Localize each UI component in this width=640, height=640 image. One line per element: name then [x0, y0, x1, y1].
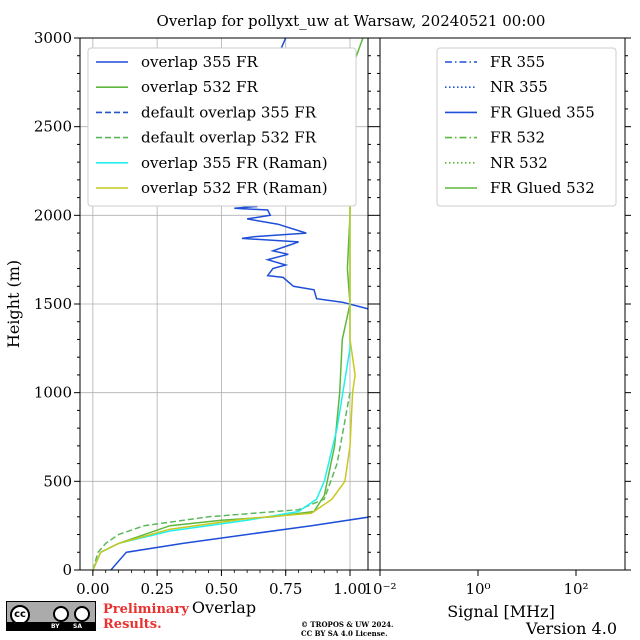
x-tick-label: 0.25 — [140, 580, 173, 598]
y-tick-label: 3000 — [34, 29, 72, 47]
x-tick-label: 10⁰ — [465, 580, 490, 598]
cc-by-label: BY — [51, 623, 60, 630]
x-axis-label-overlap: Overlap — [192, 598, 256, 617]
legend-label: overlap 355 FR — [141, 53, 258, 71]
legend-label: default overlap 532 FR — [141, 129, 317, 147]
legend-label: overlap 532 FR — [141, 78, 258, 96]
legend-label: NR 532 — [490, 154, 548, 172]
overlap-panel: 0 500 1000 1500 2000 2500 3000 0.00 0.25 0.50 0.75… — [34, 29, 374, 598]
cc-sa-label: SA — [73, 623, 82, 630]
y-tick-label: 1500 — [34, 295, 72, 313]
chart-title: Overlap for pollyxt_uw at Warsaw, 202405… — [157, 12, 546, 30]
series-line-0-5 — [92, 197, 356, 570]
x-tick-label: 0.50 — [205, 580, 238, 598]
legend-label: FR 355 — [490, 53, 545, 71]
signal-panel: 10⁻² 10⁰ 10² FR 355 NR 355 FR Glued 355 FR 532… — [363, 37, 631, 598]
x-tick-label: 10⁻² — [363, 580, 396, 598]
legend-label: overlap 532 FR (Raman) — [141, 179, 328, 197]
legend-label: overlap 355 FR (Raman) — [141, 154, 328, 172]
copyright-line-1: © TROPOS & UW 2024. — [301, 620, 394, 629]
x-tick-label: 10² — [563, 580, 588, 598]
preliminary-line-2: Results. — [103, 617, 162, 632]
legend-label: default overlap 355 FR — [141, 103, 317, 121]
copyright-note: © TROPOS & UW 2024. CC BY SA 4.0 License… — [301, 620, 394, 638]
copyright-line-2: CC BY SA 4.0 License. — [301, 629, 388, 638]
y-axis-label: Height (m) — [4, 260, 23, 348]
y-tick-label: 1000 — [34, 384, 72, 402]
preliminary-note: Preliminary Results. — [103, 602, 189, 632]
legend-label: FR Glued 355 — [490, 103, 595, 121]
legend-label: NR 355 — [490, 78, 548, 96]
y-tick-label: 0 — [62, 561, 72, 579]
legend-box — [436, 47, 617, 207]
x-tick-label: 0.75 — [269, 580, 302, 598]
legend-label: FR 532 — [490, 129, 545, 147]
legend-box — [87, 47, 357, 207]
cc-license-logo: cc BY SA — [6, 601, 96, 631]
share-alike-icon — [74, 606, 90, 622]
version-label: Version 4.0 — [526, 619, 617, 638]
attribution-icon — [53, 606, 69, 622]
cc-band — [7, 622, 95, 630]
y-tick-label: 2500 — [34, 118, 72, 136]
series-line-0-3 — [92, 392, 351, 570]
preliminary-line-1: Preliminary — [103, 602, 189, 617]
legend-label: FR Glued 532 — [490, 179, 595, 197]
x-axis-label-signal: Signal [MHz] — [447, 602, 555, 621]
y-tick-label: 2000 — [34, 206, 72, 224]
x-tick-label: 1.00 — [333, 580, 366, 598]
y-tick-label: 500 — [43, 472, 72, 490]
x-tick-label: 0.00 — [76, 580, 109, 598]
